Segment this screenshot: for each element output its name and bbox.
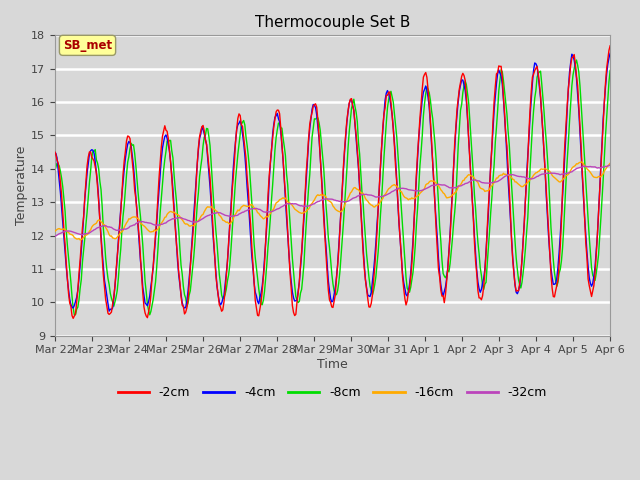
Text: SB_met: SB_met bbox=[63, 39, 112, 52]
X-axis label: Time: Time bbox=[317, 358, 348, 371]
Title: Thermocouple Set B: Thermocouple Set B bbox=[255, 15, 410, 30]
Y-axis label: Temperature: Temperature bbox=[15, 146, 28, 225]
Legend: -2cm, -4cm, -8cm, -16cm, -32cm: -2cm, -4cm, -8cm, -16cm, -32cm bbox=[113, 382, 552, 405]
